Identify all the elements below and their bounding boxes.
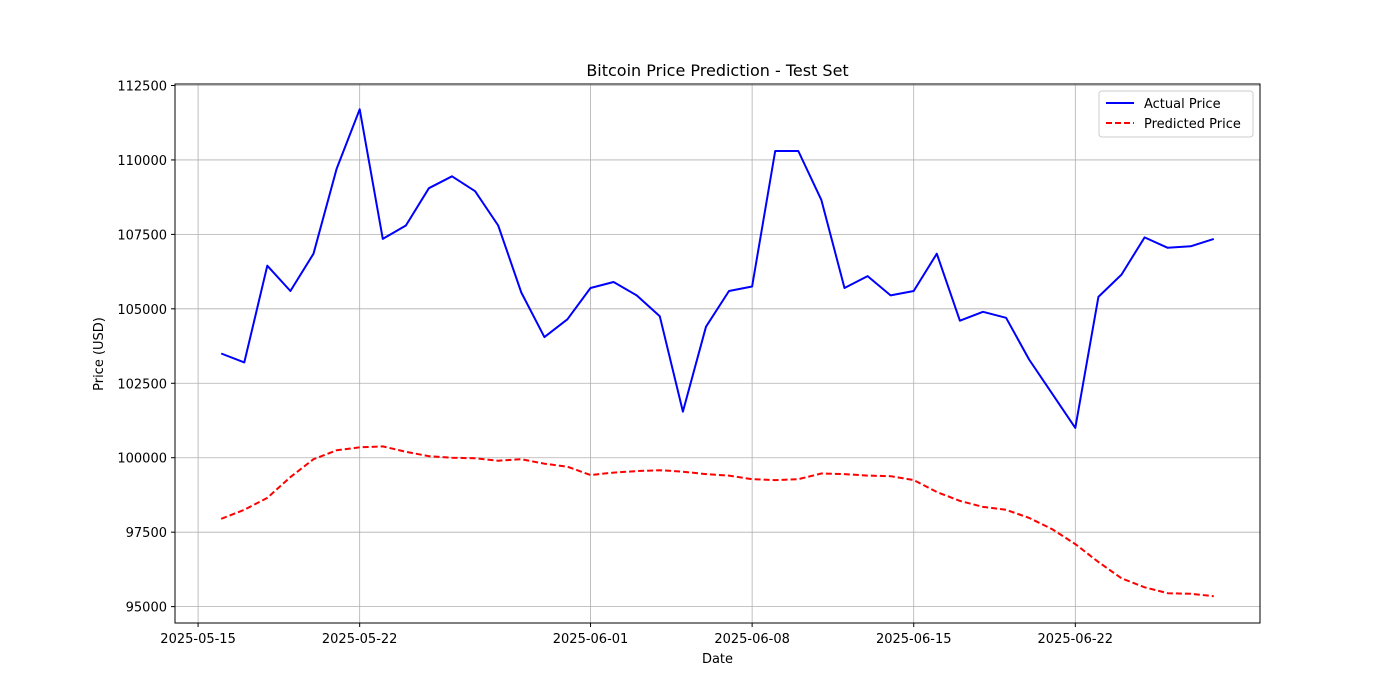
x-tick-label: 2025-06-15: [876, 632, 952, 647]
plot-area-frame: [174, 83, 1261, 624]
y-tick-label: 112500: [117, 79, 167, 94]
y-tick-label: 107500: [117, 228, 167, 243]
y-tick-label: 102500: [117, 377, 167, 392]
legend: Actual Price Predicted Price: [1098, 90, 1254, 138]
x-tick-label: 2025-06-01: [553, 632, 629, 647]
chart-title: Bitcoin Price Prediction - Test Set: [586, 61, 848, 80]
y-axis-label: Price (USD): [92, 317, 107, 391]
x-axis-label: Date: [702, 652, 733, 667]
y-tick-label: 110000: [117, 154, 167, 169]
y-tick-label: 97500: [126, 526, 167, 541]
y-tick-label: 95000: [126, 601, 167, 616]
y-tick-label: 105000: [117, 303, 167, 318]
legend-label-predicted-price: Predicted Price: [1144, 117, 1241, 132]
x-tick-label: 2025-05-15: [160, 632, 236, 647]
y-tick-label: 100000: [117, 452, 167, 467]
x-axis-ticks: 2025-05-15 2025-05-22 2025-06-01 2025-06-08…: [160, 623, 1113, 647]
series-lines: [220, 108, 1215, 598]
x-tick-label: 2025-06-08: [714, 632, 790, 647]
series-line-actual-price: [220, 108, 1215, 429]
y-axis-ticks: 95000 97500 100000 102500 105000 107500 110000…: [117, 79, 175, 616]
legend-label-actual-price: Actual Price: [1144, 97, 1221, 112]
x-tick-label: 2025-05-22: [322, 632, 398, 647]
legend-box: [1098, 90, 1254, 138]
x-tick-label: 2025-06-22: [1038, 632, 1114, 647]
